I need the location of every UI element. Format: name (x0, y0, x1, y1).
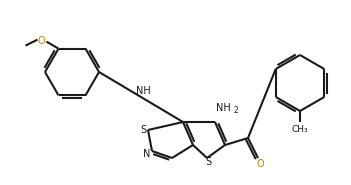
Text: O: O (256, 159, 264, 169)
Text: S: S (140, 125, 146, 135)
Text: CH₃: CH₃ (292, 125, 308, 134)
Text: NH: NH (135, 86, 150, 96)
Text: NH: NH (216, 103, 230, 113)
Text: 2: 2 (234, 105, 239, 115)
Text: N: N (143, 149, 151, 159)
Text: S: S (205, 157, 211, 167)
Text: O: O (38, 36, 45, 46)
